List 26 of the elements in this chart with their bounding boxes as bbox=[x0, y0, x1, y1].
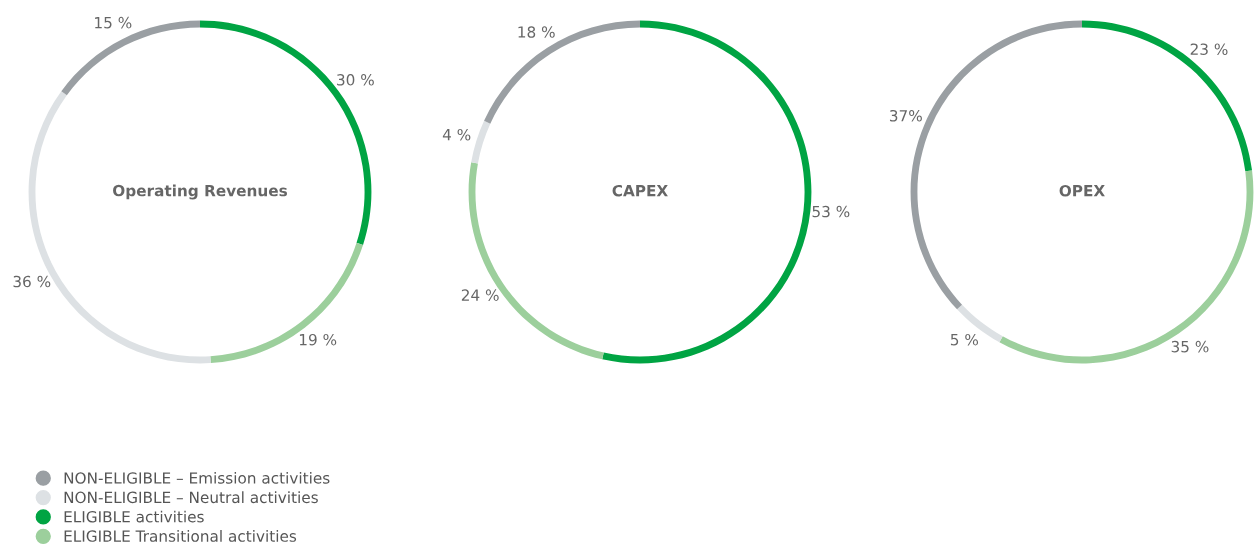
legend-label: ELIGIBLE Transitional activities bbox=[64, 530, 297, 542]
text: CAPEX bbox=[612, 184, 668, 197]
data-label: 4 % bbox=[442, 128, 471, 141]
donut-slice bbox=[999, 170, 1254, 364]
text: OPEX bbox=[1059, 184, 1105, 197]
data-label: 36 % bbox=[13, 275, 51, 288]
donut-slice bbox=[200, 20, 372, 245]
data-label: 5 % bbox=[950, 333, 979, 346]
legend-label: NON-ELIGIBLE – Neutral activities bbox=[64, 491, 318, 504]
data-label: 19 % bbox=[299, 333, 337, 346]
legend-label: ELIGIBLE activities bbox=[64, 510, 204, 523]
donut-slice bbox=[602, 20, 812, 364]
donut-slice bbox=[484, 20, 640, 124]
text: Operating Revenues bbox=[113, 184, 287, 200]
data-label: 15 % bbox=[95, 16, 132, 29]
data-label: 53 % bbox=[812, 205, 850, 218]
donut-slice bbox=[471, 120, 491, 164]
data-label: 37% bbox=[889, 109, 922, 122]
legend-label: NON-ELIGIBLE – Emission activities bbox=[64, 471, 330, 484]
donut-slice bbox=[210, 242, 364, 364]
data-label: 24 % bbox=[461, 289, 499, 301]
data-label: 35 % bbox=[1171, 340, 1209, 353]
data-label: 30 % bbox=[337, 74, 374, 86]
data-label: 18 % bbox=[518, 26, 555, 38]
donut-slice bbox=[1082, 20, 1253, 172]
data-label: 23 % bbox=[1190, 43, 1228, 55]
